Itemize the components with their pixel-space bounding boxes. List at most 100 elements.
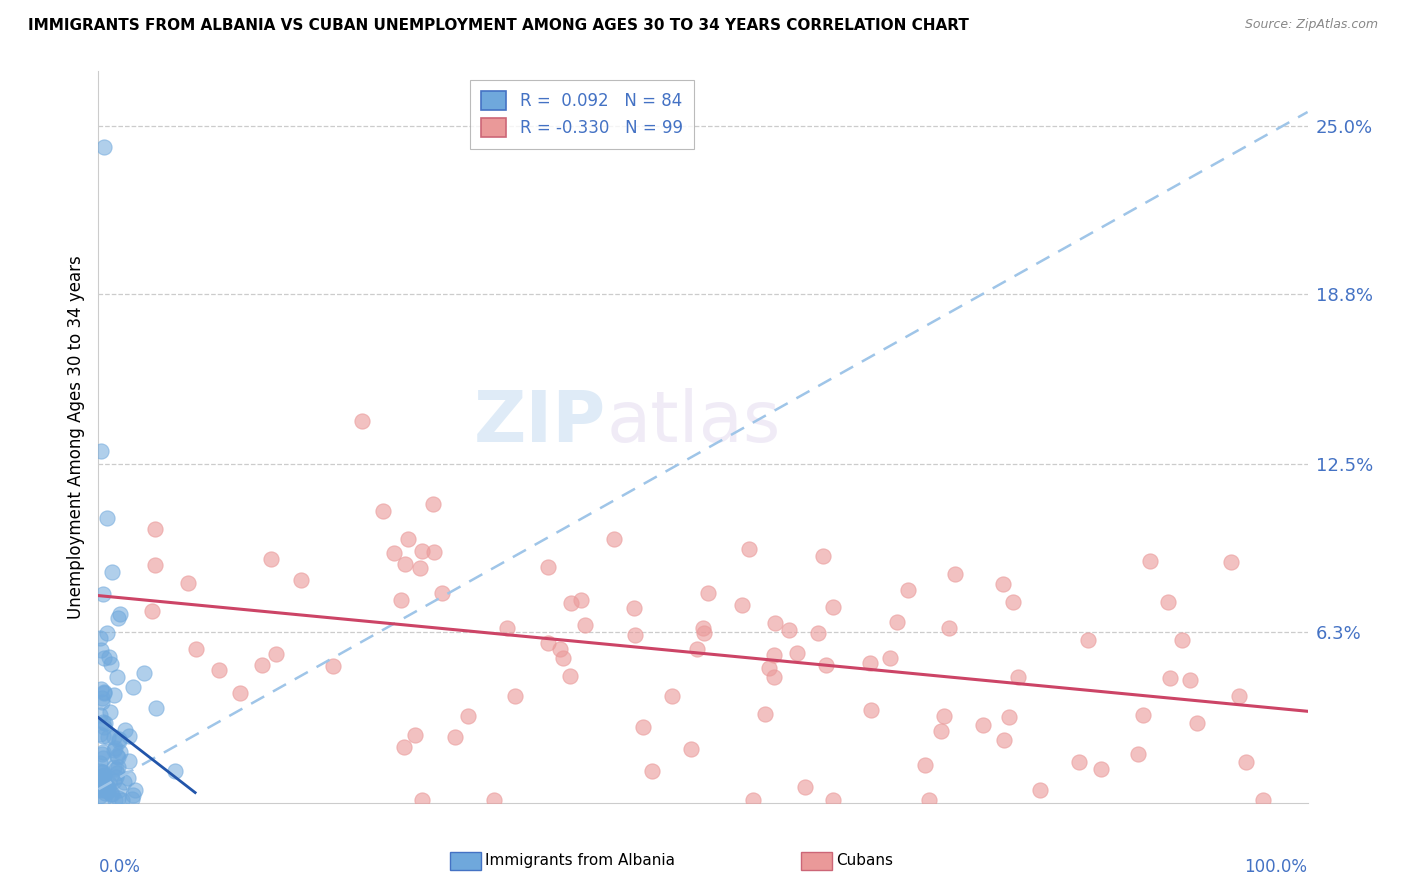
Point (132, 665, 155, 680)
Point (97, 731, 120, 745)
Point (94, 786, 117, 800)
Point (731, 598, 754, 612)
Point (879, 650, 901, 665)
Point (823, 600, 845, 615)
Point (93, 650, 115, 665)
Point (89, 783, 111, 797)
Point (103, 773, 125, 788)
Point (98, 705, 121, 719)
Point (260, 551, 283, 566)
Point (763, 670, 786, 684)
Point (107, 791, 129, 805)
Point (104, 793, 127, 807)
Point (692, 626, 714, 640)
Point (404, 728, 426, 742)
Point (141, 604, 163, 618)
Point (408, 561, 430, 575)
Point (105, 749, 128, 764)
Point (93, 684, 115, 698)
Point (1069, 756, 1091, 770)
Point (758, 661, 780, 675)
Point (998, 709, 1021, 723)
Point (107, 750, 129, 764)
Point (929, 724, 952, 739)
Point (93, 790, 115, 805)
Point (322, 658, 344, 673)
Point (91, 764, 114, 779)
Point (396, 532, 419, 546)
Point (107, 611, 129, 625)
Point (290, 573, 312, 587)
Point (93, 715, 115, 730)
Point (457, 708, 479, 723)
Point (1029, 782, 1052, 797)
Point (93, 720, 115, 734)
Point (574, 617, 596, 632)
Point (394, 740, 416, 755)
Point (110, 607, 132, 622)
Point (124, 782, 146, 797)
Point (603, 533, 626, 547)
Point (121, 792, 143, 806)
Point (91, 765, 114, 780)
Point (90, 443, 112, 458)
Point (482, 793, 505, 807)
Point (1180, 673, 1202, 687)
Point (382, 546, 405, 560)
Point (89, 770, 111, 784)
Point (430, 585, 453, 599)
Point (103, 730, 125, 744)
Point (422, 497, 444, 511)
Point (993, 733, 1015, 747)
Point (91, 587, 114, 601)
Point (686, 642, 709, 657)
Point (537, 560, 560, 574)
Point (91, 729, 114, 743)
Point (107, 734, 129, 748)
Point (692, 621, 714, 635)
Point (91, 769, 114, 783)
Point (763, 648, 786, 663)
Point (103, 760, 125, 774)
Point (97, 780, 120, 795)
Point (105, 762, 128, 776)
Point (94, 716, 117, 731)
Point (111, 793, 134, 807)
Point (89, 789, 111, 804)
Point (569, 593, 592, 607)
Point (1077, 632, 1099, 647)
Point (177, 576, 200, 591)
Point (786, 646, 808, 660)
Point (93, 768, 115, 782)
Point (938, 621, 960, 635)
Point (763, 616, 786, 631)
Point (228, 686, 250, 700)
Point (1007, 670, 1029, 684)
Text: 100.0%: 100.0% (1244, 858, 1308, 876)
Point (558, 668, 581, 682)
Point (100, 657, 122, 672)
Point (117, 771, 139, 785)
Point (108, 732, 131, 747)
Point (93, 686, 115, 700)
Point (444, 730, 467, 744)
Point (623, 600, 645, 615)
Point (108, 783, 131, 797)
Point (93, 140, 115, 154)
Point (98, 776, 121, 790)
Point (389, 593, 412, 607)
Text: Cubans: Cubans (837, 854, 894, 868)
Point (96, 625, 118, 640)
Point (551, 651, 574, 665)
Point (754, 707, 776, 722)
Point (1159, 672, 1181, 686)
Point (118, 729, 141, 743)
Point (859, 656, 882, 670)
Point (103, 743, 125, 757)
Point (89, 727, 111, 741)
Point (411, 793, 433, 807)
Point (143, 522, 166, 536)
Point (104, 741, 127, 756)
Point (679, 741, 702, 756)
Point (112, 775, 135, 789)
